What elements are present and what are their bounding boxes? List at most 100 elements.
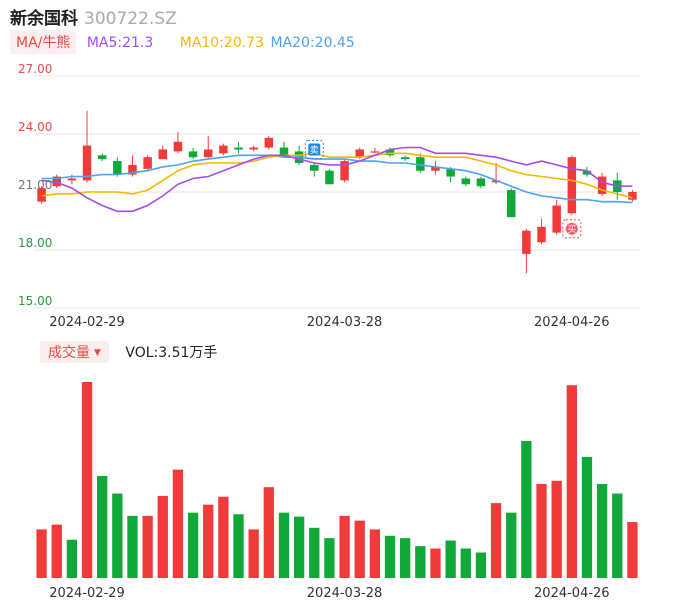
volume-indicator-button[interactable]: 成交量 ▼	[40, 341, 109, 363]
marker-label: 买	[567, 224, 576, 235]
candle-body	[173, 141, 183, 152]
candle-body	[188, 151, 198, 158]
candle-body	[264, 137, 274, 148]
ma10-label: MA10:20.73	[179, 35, 265, 51]
volume-bar	[551, 480, 562, 578]
volume-value: VOL:3.51万手	[125, 345, 218, 361]
candle-body	[522, 230, 531, 254]
date-label: 2024-02-29	[49, 586, 125, 601]
candle-body	[128, 164, 137, 175]
date-axis: 2024-02-29 2024-02-29 2024-03-28 2024-03-28…	[49, 315, 609, 601]
volume-legend: 成交量 ▼ VOL:3.51万手	[40, 341, 217, 363]
volume-bar	[521, 440, 532, 578]
candle-body	[491, 180, 501, 183]
volume-bar	[596, 483, 608, 578]
stock-name: 新余国科	[10, 9, 78, 29]
ma5-label: MA5:21.3	[86, 35, 154, 51]
candle-body	[67, 178, 77, 181]
date-label: 2024-03-28	[307, 315, 383, 330]
volume-bar	[293, 516, 305, 578]
candle-body	[370, 151, 380, 153]
candle-body	[143, 157, 152, 169]
candle-body	[461, 178, 471, 185]
candle-body	[310, 164, 319, 171]
volume-bar	[430, 548, 441, 578]
volume-bar	[384, 535, 396, 578]
price-tick-label: 15.00	[18, 294, 52, 308]
volume-bar	[309, 527, 320, 578]
candle-body	[628, 192, 637, 200]
volume-bar	[354, 520, 365, 578]
trade-markers: 卖买	[304, 139, 582, 239]
ma20-label: MA20:20.45	[270, 35, 355, 51]
candle-body	[203, 149, 213, 158]
buy-marker-icon: 买	[562, 219, 582, 239]
volume-bar	[218, 496, 229, 578]
candle-body	[537, 226, 546, 243]
ma-legend: MA/牛熊 MA5:21.3 MA10:20.73 MA20:20.45	[10, 30, 355, 54]
candle-body	[37, 188, 46, 202]
candle-body	[355, 149, 364, 158]
volume-bar	[278, 512, 290, 578]
buy-marker-body	[565, 222, 578, 235]
stock-code: 300722.SZ	[84, 9, 177, 29]
candle-body	[234, 147, 243, 150]
sell-marker-frame	[304, 139, 324, 159]
volume-bar	[324, 538, 335, 578]
volume-bar	[339, 515, 350, 578]
candle-body	[325, 170, 334, 185]
candle-body	[416, 157, 425, 171]
volume-bar	[248, 529, 259, 578]
candle-body	[385, 149, 395, 156]
candle-body	[431, 166, 440, 171]
volume-bar	[233, 514, 244, 578]
volume-bar	[263, 487, 274, 578]
volume-bar	[157, 495, 168, 578]
volume-bar	[460, 548, 471, 578]
price-grid	[34, 75, 640, 309]
volume-bars	[36, 382, 638, 578]
price-tick-label: 18.00	[18, 236, 52, 250]
volume-bar	[506, 512, 517, 578]
volume-bar	[369, 529, 381, 578]
volume-bar	[142, 515, 153, 578]
volume-bar	[187, 512, 199, 578]
ma5-line	[41, 146, 633, 213]
volume-bar	[627, 522, 638, 578]
ma-indicator-button[interactable]: MA/牛熊	[10, 30, 77, 54]
volume-bar	[112, 493, 123, 578]
candle-body	[340, 161, 349, 181]
marker-label: 卖	[310, 145, 319, 156]
date-label: 2024-04-26	[534, 586, 610, 601]
candle-body	[113, 161, 122, 175]
volume-bar	[400, 538, 411, 578]
volume-bar	[66, 539, 78, 578]
volume-indicator-label: 成交量	[48, 345, 90, 361]
candle-body	[158, 149, 168, 160]
candle-body	[506, 190, 516, 218]
volume-bar	[81, 382, 93, 578]
ma10-line	[41, 152, 633, 199]
volume-bar	[566, 385, 577, 578]
volume-bar	[203, 504, 214, 578]
price-tick-label: 27.00	[18, 62, 52, 76]
buy-marker-frame	[562, 219, 582, 239]
candle-body	[597, 176, 607, 194]
volume-bar	[127, 515, 138, 578]
volume-bar	[536, 483, 547, 578]
candle-body	[582, 170, 592, 175]
volume-bar	[51, 524, 62, 578]
candle-body	[97, 155, 107, 160]
candle-body	[279, 147, 289, 156]
stock-header: 新余国科 300722.SZ	[10, 4, 177, 29]
sell-marker-body	[308, 143, 321, 156]
candle-body	[476, 178, 486, 187]
date-label: 2024-04-26	[534, 315, 610, 330]
candle-body	[400, 157, 410, 160]
volume-bar	[475, 552, 487, 578]
candle-body	[567, 157, 577, 214]
volume-bar	[490, 503, 502, 578]
volume-bar	[415, 546, 426, 578]
volume-bar	[612, 493, 623, 578]
